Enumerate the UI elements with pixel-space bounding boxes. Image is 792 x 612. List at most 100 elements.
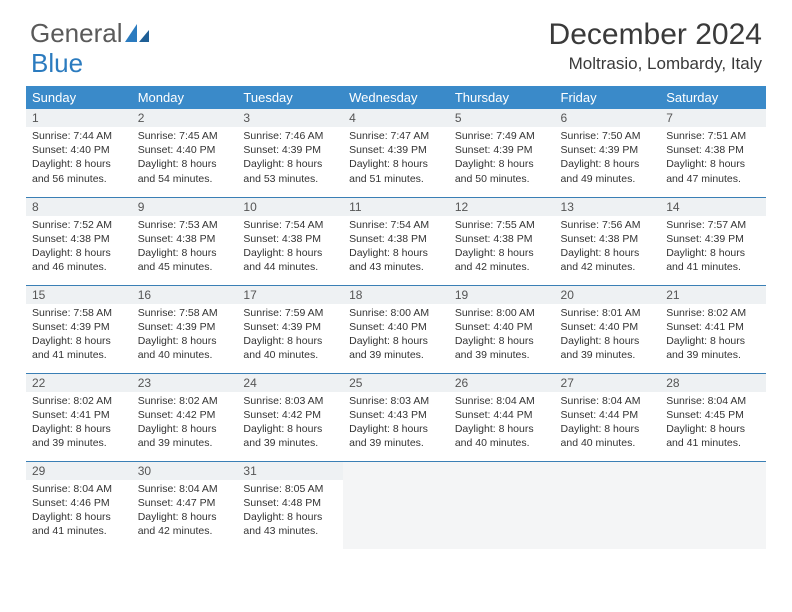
day-line: and 43 minutes. bbox=[243, 524, 337, 538]
day-line: Sunrise: 8:03 AM bbox=[349, 394, 443, 408]
calendar-table: SundayMondayTuesdayWednesdayThursdayFrid… bbox=[26, 86, 766, 549]
day-line: Sunrise: 8:04 AM bbox=[561, 394, 655, 408]
day-number: 19 bbox=[449, 286, 555, 304]
day-body: Sunrise: 8:03 AMSunset: 4:42 PMDaylight:… bbox=[237, 392, 343, 455]
day-number: 5 bbox=[449, 109, 555, 127]
day-number: 13 bbox=[555, 198, 661, 216]
day-line: and 41 minutes. bbox=[32, 524, 126, 538]
day-line: Daylight: 8 hours bbox=[243, 246, 337, 260]
day-line: Daylight: 8 hours bbox=[455, 157, 549, 171]
day-body: Sunrise: 7:51 AMSunset: 4:38 PMDaylight:… bbox=[660, 127, 766, 190]
day-number: 18 bbox=[343, 286, 449, 304]
day-line: Daylight: 8 hours bbox=[561, 246, 655, 260]
day-body: Sunrise: 7:52 AMSunset: 4:38 PMDaylight:… bbox=[26, 216, 132, 279]
day-line: Sunrise: 8:03 AM bbox=[243, 394, 337, 408]
day-cell: 28Sunrise: 8:04 AMSunset: 4:45 PMDayligh… bbox=[660, 373, 766, 461]
day-cell: 9Sunrise: 7:53 AMSunset: 4:38 PMDaylight… bbox=[132, 197, 238, 285]
logo-word2: Blue bbox=[31, 48, 83, 79]
day-cell: 6Sunrise: 7:50 AMSunset: 4:39 PMDaylight… bbox=[555, 109, 661, 197]
day-line: Sunset: 4:42 PM bbox=[243, 408, 337, 422]
day-number: 24 bbox=[237, 374, 343, 392]
day-line: and 43 minutes. bbox=[349, 260, 443, 274]
day-line: Sunrise: 7:57 AM bbox=[666, 218, 760, 232]
day-line: Sunset: 4:38 PM bbox=[243, 232, 337, 246]
day-line: Sunrise: 7:59 AM bbox=[243, 306, 337, 320]
day-body: Sunrise: 8:04 AMSunset: 4:46 PMDaylight:… bbox=[26, 480, 132, 543]
day-cell: 15Sunrise: 7:58 AMSunset: 4:39 PMDayligh… bbox=[26, 285, 132, 373]
day-number: 9 bbox=[132, 198, 238, 216]
day-line: Daylight: 8 hours bbox=[455, 422, 549, 436]
day-line: Sunset: 4:40 PM bbox=[349, 320, 443, 334]
day-line: Daylight: 8 hours bbox=[666, 422, 760, 436]
day-line: Sunset: 4:38 PM bbox=[138, 232, 232, 246]
day-body: Sunrise: 8:04 AMSunset: 4:44 PMDaylight:… bbox=[449, 392, 555, 455]
day-body: Sunrise: 7:56 AMSunset: 4:38 PMDaylight:… bbox=[555, 216, 661, 279]
day-line: Sunset: 4:39 PM bbox=[32, 320, 126, 334]
day-line: Sunrise: 7:55 AM bbox=[455, 218, 549, 232]
weekday-header: Wednesday bbox=[343, 86, 449, 109]
day-line: Sunset: 4:47 PM bbox=[138, 496, 232, 510]
day-number: 15 bbox=[26, 286, 132, 304]
day-number: 25 bbox=[343, 374, 449, 392]
weekday-header-row: SundayMondayTuesdayWednesdayThursdayFrid… bbox=[26, 86, 766, 109]
day-line: Sunset: 4:43 PM bbox=[349, 408, 443, 422]
day-cell: 3Sunrise: 7:46 AMSunset: 4:39 PMDaylight… bbox=[237, 109, 343, 197]
day-line: Sunset: 4:40 PM bbox=[561, 320, 655, 334]
day-line: Daylight: 8 hours bbox=[561, 422, 655, 436]
day-body: Sunrise: 8:02 AMSunset: 4:41 PMDaylight:… bbox=[26, 392, 132, 455]
day-line: and 42 minutes. bbox=[561, 260, 655, 274]
day-body: Sunrise: 7:54 AMSunset: 4:38 PMDaylight:… bbox=[237, 216, 343, 279]
day-cell: 16Sunrise: 7:58 AMSunset: 4:39 PMDayligh… bbox=[132, 285, 238, 373]
day-body: Sunrise: 7:53 AMSunset: 4:38 PMDaylight:… bbox=[132, 216, 238, 279]
day-line: Sunrise: 8:05 AM bbox=[243, 482, 337, 496]
day-cell: 12Sunrise: 7:55 AMSunset: 4:38 PMDayligh… bbox=[449, 197, 555, 285]
day-line: Sunset: 4:38 PM bbox=[455, 232, 549, 246]
day-cell: 13Sunrise: 7:56 AMSunset: 4:38 PMDayligh… bbox=[555, 197, 661, 285]
day-number: 6 bbox=[555, 109, 661, 127]
day-body: Sunrise: 7:50 AMSunset: 4:39 PMDaylight:… bbox=[555, 127, 661, 190]
day-cell: 25Sunrise: 8:03 AMSunset: 4:43 PMDayligh… bbox=[343, 373, 449, 461]
day-line: Sunset: 4:39 PM bbox=[666, 232, 760, 246]
day-cell: 19Sunrise: 8:00 AMSunset: 4:40 PMDayligh… bbox=[449, 285, 555, 373]
day-line: Sunset: 4:41 PM bbox=[32, 408, 126, 422]
day-body: Sunrise: 7:47 AMSunset: 4:39 PMDaylight:… bbox=[343, 127, 449, 190]
day-line: and 50 minutes. bbox=[455, 172, 549, 186]
day-line: Daylight: 8 hours bbox=[32, 422, 126, 436]
day-cell: 21Sunrise: 8:02 AMSunset: 4:41 PMDayligh… bbox=[660, 285, 766, 373]
day-line: Daylight: 8 hours bbox=[138, 510, 232, 524]
day-number: 16 bbox=[132, 286, 238, 304]
day-line: Sunset: 4:39 PM bbox=[243, 143, 337, 157]
day-line: Sunrise: 7:45 AM bbox=[138, 129, 232, 143]
day-line: Sunrise: 8:04 AM bbox=[455, 394, 549, 408]
day-line: Sunset: 4:39 PM bbox=[349, 143, 443, 157]
day-line: Daylight: 8 hours bbox=[32, 157, 126, 171]
empty-cell bbox=[555, 461, 661, 549]
day-cell: 4Sunrise: 7:47 AMSunset: 4:39 PMDaylight… bbox=[343, 109, 449, 197]
week-row: 29Sunrise: 8:04 AMSunset: 4:46 PMDayligh… bbox=[26, 461, 766, 549]
day-number: 23 bbox=[132, 374, 238, 392]
empty-cell bbox=[449, 461, 555, 549]
day-line: and 39 minutes. bbox=[138, 436, 232, 450]
day-cell: 18Sunrise: 8:00 AMSunset: 4:40 PMDayligh… bbox=[343, 285, 449, 373]
day-number: 4 bbox=[343, 109, 449, 127]
day-line: Daylight: 8 hours bbox=[138, 334, 232, 348]
day-number: 1 bbox=[26, 109, 132, 127]
day-number: 20 bbox=[555, 286, 661, 304]
day-cell: 7Sunrise: 7:51 AMSunset: 4:38 PMDaylight… bbox=[660, 109, 766, 197]
day-line: Sunset: 4:38 PM bbox=[561, 232, 655, 246]
day-line: Sunrise: 7:51 AM bbox=[666, 129, 760, 143]
day-body: Sunrise: 8:02 AMSunset: 4:42 PMDaylight:… bbox=[132, 392, 238, 455]
week-row: 8Sunrise: 7:52 AMSunset: 4:38 PMDaylight… bbox=[26, 197, 766, 285]
week-row: 22Sunrise: 8:02 AMSunset: 4:41 PMDayligh… bbox=[26, 373, 766, 461]
day-line: and 44 minutes. bbox=[243, 260, 337, 274]
day-line: Sunset: 4:41 PM bbox=[666, 320, 760, 334]
day-line: Sunset: 4:38 PM bbox=[32, 232, 126, 246]
day-line: and 41 minutes. bbox=[666, 436, 760, 450]
month-title: December 2024 bbox=[549, 18, 762, 52]
day-line: Daylight: 8 hours bbox=[455, 334, 549, 348]
day-line: Sunrise: 7:52 AM bbox=[32, 218, 126, 232]
day-line: and 40 minutes. bbox=[243, 348, 337, 362]
day-line: Sunrise: 7:49 AM bbox=[455, 129, 549, 143]
day-number: 3 bbox=[237, 109, 343, 127]
weekday-header: Friday bbox=[555, 86, 661, 109]
